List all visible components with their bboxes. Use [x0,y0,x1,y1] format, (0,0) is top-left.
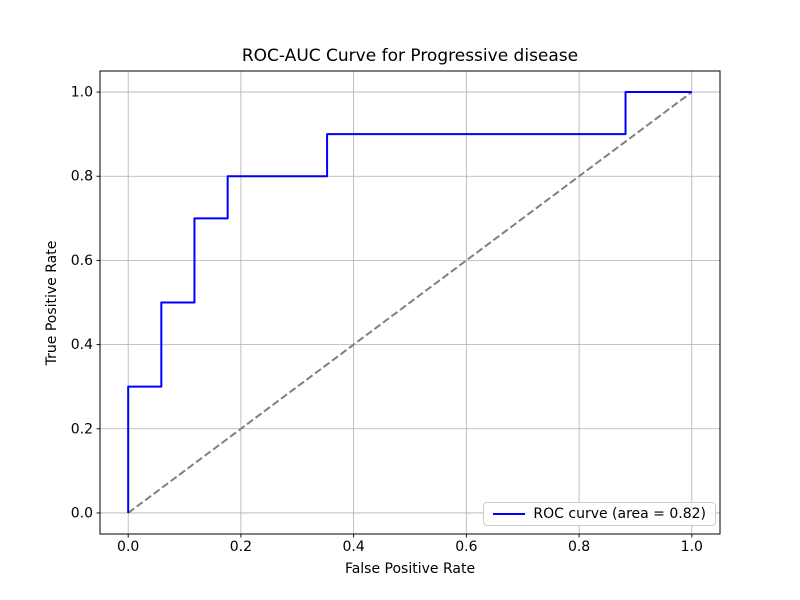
roc-curve-legend-label: ROC curve (area = 0.82) [533,506,706,522]
y-axis-label: True Positive Rate [44,240,60,366]
y-tick-label: 0.0 [71,505,93,521]
y-tick-label: 0.2 [71,421,93,437]
x-axis-label: False Positive Rate [344,561,476,577]
y-tick-label: 0.8 [71,169,93,185]
axes-spines [99,70,721,535]
x-tick-label: 0.2 [230,539,252,555]
x-tick-label: 0.8 [568,539,590,555]
chart-title: ROC-AUC Curve for Progressive disease [241,46,579,66]
y-tick-label: 0.4 [71,337,93,353]
y-tick-label: 1.0 [71,85,93,101]
roc-curve-line [127,91,692,513]
x-tick-label: 0.4 [343,539,365,555]
legend: ROC curve (area = 0.82) [483,502,716,526]
y-tick-label: 0.6 [71,253,93,269]
x-tick-label: 0.6 [455,539,477,555]
x-tick-label: 1.0 [681,539,703,555]
chance-diagonal-line [127,91,693,514]
x-tick-label: 0.0 [117,539,139,555]
roc-curve-legend-swatch [493,513,526,515]
